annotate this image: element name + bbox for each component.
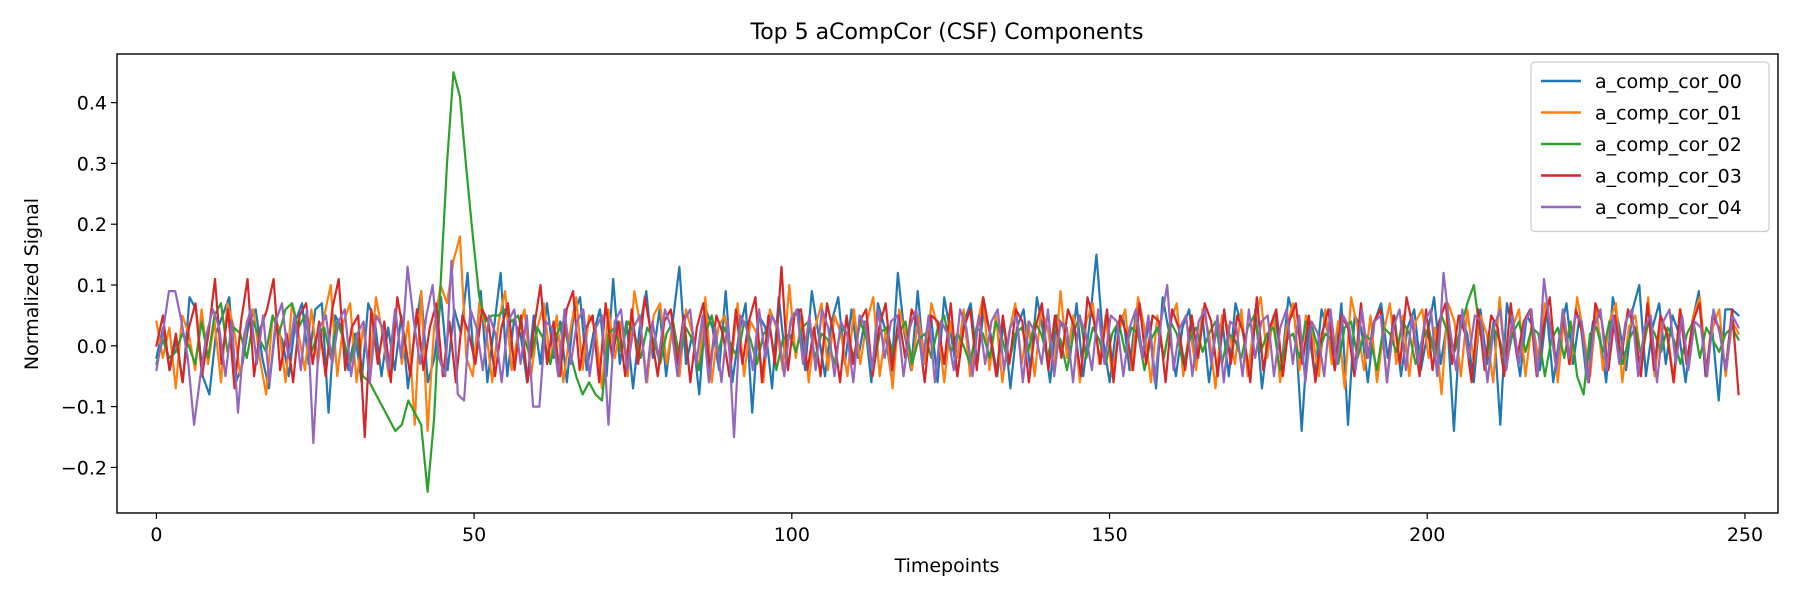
- y-tick-label: −0.2: [61, 457, 107, 479]
- legend-label-2: a_comp_cor_02: [1595, 134, 1742, 156]
- y-tick-label: −0.1: [61, 397, 107, 419]
- legend-box: [1530, 61, 1770, 233]
- x-tick-label: 150: [1091, 524, 1127, 546]
- legend-label-3: a_comp_cor_03: [1595, 166, 1742, 188]
- legend-label-1: a_comp_cor_01: [1595, 103, 1742, 125]
- legend-label-0: a_comp_cor_00: [1595, 71, 1742, 93]
- x-tick-label: 50: [462, 524, 486, 546]
- x-tick-label: 0: [150, 524, 162, 546]
- y-tick-label: 0.1: [77, 275, 107, 297]
- y-tick-label: 0.2: [77, 214, 107, 236]
- x-ticks-group: 0 50 100 150 200 250: [150, 513, 1763, 546]
- y-tick-label: 0.3: [77, 153, 107, 175]
- legend: a_comp_cor_00 a_comp_cor_01 a_comp_cor_02a…: [1530, 61, 1770, 233]
- y-tick-label: 0.0: [77, 336, 107, 358]
- x-tick-label: 250: [1727, 524, 1763, 546]
- x-tick-label: 100: [774, 524, 810, 546]
- series-line-4: [155, 259, 1740, 445]
- legend-label-4: a_comp_cor_04: [1595, 197, 1742, 219]
- y-tick-label: 0.4: [77, 93, 107, 115]
- x-axis-label: Timepoints: [894, 555, 1000, 577]
- plot-lines-group: [155, 71, 1740, 493]
- x-tick-label: 200: [1409, 524, 1445, 546]
- y-ticks-group: −0.2 −0.1 0.0 0.1 0.2 0.3 0.4: [61, 93, 117, 479]
- chart-title: Top 5 aCompCor (CSF) Components: [750, 20, 1144, 45]
- plot-frame: [116, 53, 1779, 514]
- y-axis-label: Normalized Signal: [21, 198, 43, 370]
